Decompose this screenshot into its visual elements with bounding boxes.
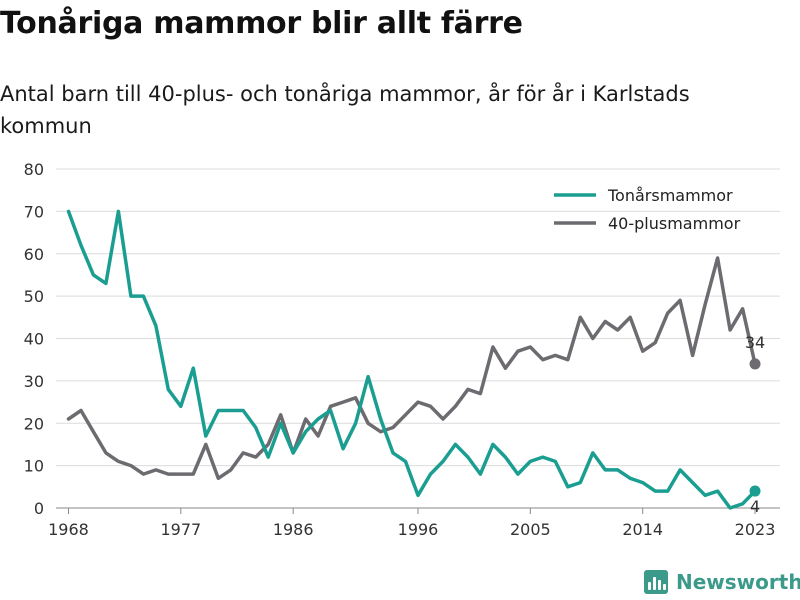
end-point bbox=[749, 358, 761, 370]
y-tick-label: 80 bbox=[24, 160, 44, 179]
brand-name: Newsworthy bbox=[676, 570, 800, 594]
legend-label: 40-plusmammor bbox=[608, 214, 741, 233]
x-tick-label: 1968 bbox=[48, 520, 89, 539]
series-line-40-plusmammor bbox=[66, 256, 757, 481]
x-tick-label: 2005 bbox=[510, 520, 551, 539]
y-tick-label: 20 bbox=[24, 414, 44, 433]
series-line-tonarsmammor bbox=[66, 209, 757, 510]
x-tick-label: 2014 bbox=[622, 520, 663, 539]
end-value-label: 4 bbox=[750, 497, 760, 516]
legend-label: Tonårsmammor bbox=[607, 186, 733, 205]
y-tick-label: 60 bbox=[24, 245, 44, 264]
x-tick-label: 1996 bbox=[398, 520, 439, 539]
y-tick-label: 30 bbox=[24, 372, 44, 391]
y-tick-label: 10 bbox=[24, 457, 44, 476]
chart-subtitle: Antal barn till 40-plus- och tonåriga ma… bbox=[0, 82, 690, 138]
y-tick-label: 50 bbox=[24, 287, 44, 306]
y-tick-label: 70 bbox=[24, 202, 44, 221]
end-point bbox=[749, 485, 761, 497]
end-value-label: 34 bbox=[745, 333, 765, 352]
legend: Tonårsmammor 40-plusmammor bbox=[554, 186, 741, 233]
x-tick-label: 1986 bbox=[273, 520, 314, 539]
y-tick-label: 40 bbox=[24, 330, 44, 349]
x-tick-label: 1977 bbox=[160, 520, 201, 539]
y-tick-label: 0 bbox=[34, 499, 44, 518]
grid-lines bbox=[56, 168, 780, 467]
x-tick-label: 2023 bbox=[735, 520, 776, 539]
series-lines: 34 4 bbox=[66, 209, 765, 516]
bar-chart-icon bbox=[644, 570, 668, 594]
chart-title: Tonåriga mammor blir allt färre bbox=[0, 6, 523, 41]
axes: 0 10 20 30 40 50 60 70 80 1968 1977 1986 1996 2005 201… bbox=[24, 160, 780, 539]
newsworthy-logo: Newsworthy bbox=[644, 570, 800, 594]
